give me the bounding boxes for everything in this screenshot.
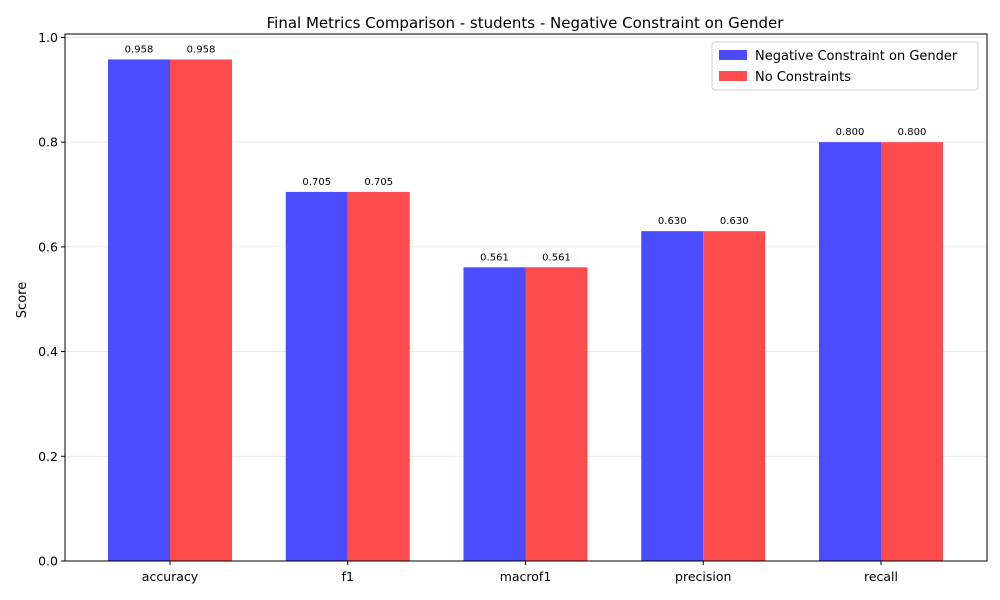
legend: Negative Constraint on Gender No Constrai… — [711, 41, 979, 91]
y-tick-label: 0.4 — [38, 344, 58, 359]
bar — [285, 191, 348, 561]
y-axis-label: Score — [15, 282, 30, 318]
bar-value-label: 0.705 — [302, 177, 331, 188]
legend-swatch — [719, 71, 747, 81]
bar-value-label: 0.800 — [898, 127, 927, 138]
bar-value-label: 0.800 — [836, 127, 865, 138]
bar-value-label: 0.561 — [480, 252, 509, 263]
y-tick-label: 0.2 — [38, 449, 58, 464]
bar-value-label: 0.958 — [125, 44, 154, 55]
x-tick-label: f1 — [342, 569, 354, 584]
bar-value-label: 0.705 — [364, 177, 393, 188]
x-tick-label: accuracy — [142, 569, 199, 584]
x-axis: accuracy f1 macrof1 precision recall — [142, 561, 898, 584]
legend-label: Negative Constraint on Gender — [755, 49, 958, 64]
y-tick-label: 0.6 — [38, 239, 58, 254]
bars — [108, 59, 943, 562]
y-tick-label: 1.0 — [38, 30, 58, 45]
bar — [108, 59, 170, 561]
bar — [463, 267, 526, 561]
legend-swatch — [719, 50, 747, 60]
bar-value-label: 0.630 — [720, 216, 749, 227]
data-labels: 0.958 0.958 0.705 0.705 0.561 0.561 0.630 0.630… — [125, 44, 927, 263]
y-tick-label: 0.8 — [38, 135, 58, 150]
chart-title: Final Metrics Comparison - students - Ne… — [267, 14, 785, 32]
x-tick-label: precision — [675, 569, 731, 584]
bar — [881, 142, 943, 562]
y-axis: 0.0 0.2 0.4 0.6 0.8 1.0 — [38, 30, 65, 569]
legend-box — [711, 41, 979, 91]
bar — [170, 59, 232, 561]
bar-value-label: 0.630 — [658, 216, 687, 227]
bar — [641, 231, 704, 561]
bar-value-label: 0.958 — [187, 44, 216, 55]
x-tick-label: macrof1 — [500, 569, 552, 584]
y-tick-label: 0.0 — [38, 554, 58, 569]
bar — [819, 142, 881, 562]
bar — [525, 267, 588, 561]
bar — [703, 231, 766, 561]
x-tick-label: recall — [864, 569, 898, 584]
bar-value-label: 0.561 — [542, 252, 571, 263]
bar — [347, 191, 410, 561]
legend-label: No Constraints — [755, 70, 851, 85]
